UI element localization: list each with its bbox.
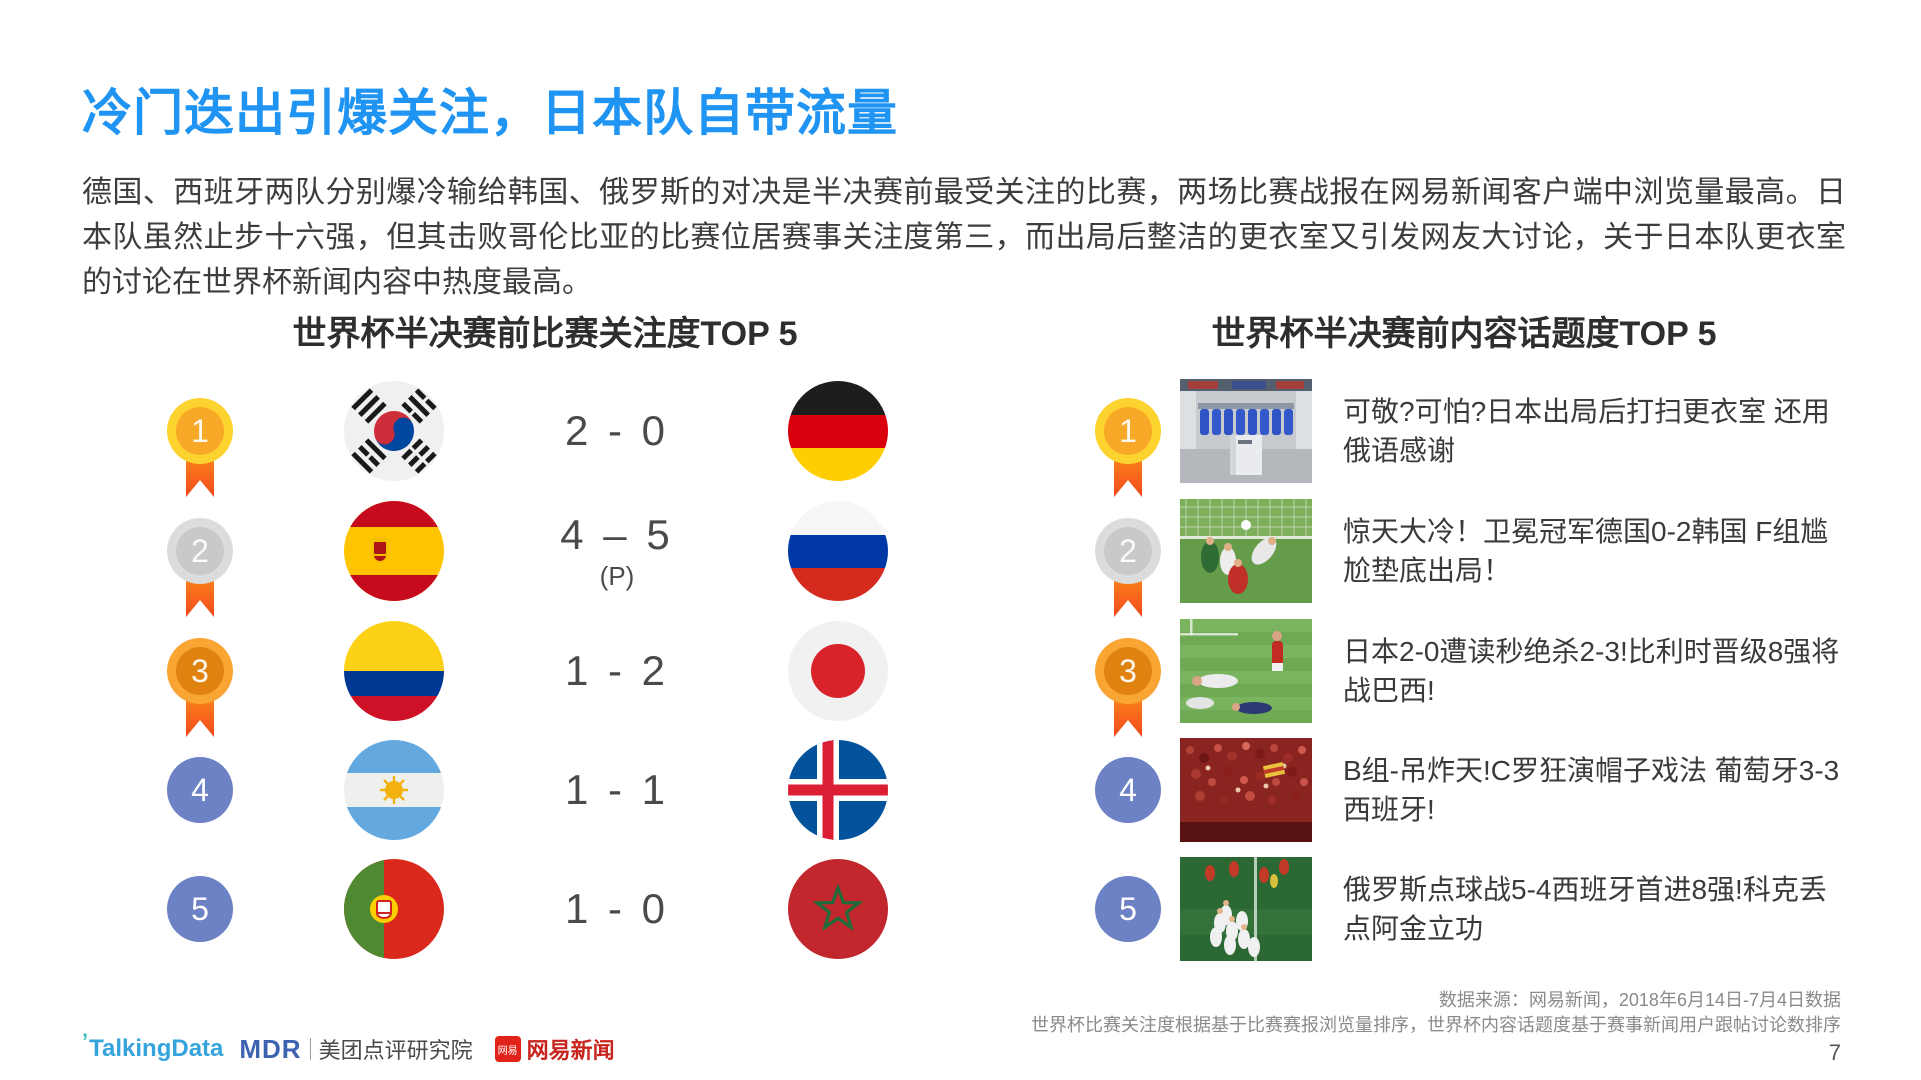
svg-text:2: 2 <box>1119 533 1137 569</box>
talkingdata-wordmark: TalkingData <box>89 1035 224 1062</box>
silver-medal-icon: 2 <box>1095 518 1161 617</box>
spain-flag-icon <box>344 501 444 601</box>
south-korea-flag-icon <box>344 381 444 481</box>
news-row: 4 B <box>1085 730 1843 850</box>
page-title: 冷门迭出引爆关注，日本队自带流量 <box>82 85 898 141</box>
svg-text:3: 3 <box>191 653 209 689</box>
match-row: 2 4 – 5 (P) <box>130 491 960 617</box>
news-headline: 可敬?可怕?日本出局后打扫更衣室 还用俄语感谢 <box>1343 396 1830 466</box>
match-score: 1 - 1 <box>564 766 670 813</box>
news-photo-celebration <box>1180 857 1312 961</box>
news-row: 5 俄罗斯点球战5-4西班牙首进8强!科克丢 <box>1085 849 1843 969</box>
news-photo-players-down <box>1180 619 1312 723</box>
penalty-note: (P) <box>599 560 635 591</box>
source-note-line1: 数据来源：网易新闻，2018年6月14日-7月4日数据 <box>1438 990 1841 1010</box>
match-row: 1 <box>130 371 960 497</box>
match-row: 3 1 - 2 <box>130 611 960 737</box>
mdr-logo: MDR <box>239 1033 302 1064</box>
news-photo-fans-crowd <box>1180 738 1312 842</box>
gold-medal-icon: 1 <box>1095 398 1161 497</box>
svg-text:2: 2 <box>191 533 209 569</box>
news-row: 1 可敬?可怕?日本出局后打扫更衣室 还用俄语感谢 <box>1085 371 1843 497</box>
page-number: 7 <box>1828 1040 1841 1065</box>
meituan-research-label: 美团点评研究院 <box>318 1038 473 1063</box>
morocco-flag-icon <box>788 859 888 959</box>
news-headline: B组-吊炸天!C罗狂演帽子戏法 葡萄牙3-3西班牙! <box>1343 755 1840 825</box>
talkingdata-tick-icon: ’ <box>82 1029 89 1054</box>
rank-badge: 4 <box>167 757 233 823</box>
match-score: 1 - 0 <box>564 885 670 932</box>
source-notes: 数据来源：网易新闻，2018年6月14日-7月4日数据 世界杯比赛关注度根据基于… <box>1031 988 1841 1038</box>
source-note-line2: 世界杯比赛关注度根据基于比赛赛报浏览量排序，世界杯内容话题度基于赛事新闻用户跟帖… <box>1031 1015 1841 1035</box>
news-row: 3 日本2-0遭读秒绝杀2-3!比利时晋级8强将战巴西! <box>1085 611 1843 737</box>
netease-logo-icon: 网易 <box>494 1036 521 1062</box>
news-headline: 俄罗斯点球战5-4西班牙首进8强!科克丢点阿金立功 <box>1343 874 1827 944</box>
left-panel-title: 世界杯半决赛前比赛关注度TOP 5 <box>292 315 798 353</box>
rank-badge: 5 <box>1095 876 1161 942</box>
body-paragraph: 德国、西班牙两队分别爆冷输给韩国、俄罗斯的对决是半决赛前最受关注的比赛，两场比赛… <box>82 176 1846 299</box>
iceland-flag-icon <box>788 740 888 840</box>
talkingdata-logo: ’ TalkingData <box>82 1029 224 1063</box>
news-photo-locker-room <box>1180 379 1312 483</box>
news-photo-goalmouth <box>1180 499 1312 603</box>
colombia-flag-icon <box>344 621 444 721</box>
news-headline: 日本2-0遭读秒绝杀2-3!比利时晋级8强将战巴西! <box>1343 636 1840 706</box>
svg-text:1: 1 <box>1119 413 1137 449</box>
portugal-flag-icon <box>344 859 444 959</box>
svg-text:3: 3 <box>1119 653 1137 689</box>
germany-flag-icon <box>788 381 888 481</box>
svg-text:1: 1 <box>191 413 209 449</box>
bronze-medal-icon: 3 <box>167 638 233 737</box>
match-row: 4 1 - 1 <box>130 730 960 850</box>
match-score: 2 - 0 <box>564 407 670 454</box>
match-row: 5 1 - 0 <box>130 849 960 969</box>
news-headline: 惊天大冷！卫冕冠军德国0-2韩国 F组尴尬垫底出局！ <box>1343 516 1829 586</box>
silver-medal-icon: 2 <box>167 518 233 617</box>
gold-medal-icon: 1 <box>167 398 233 497</box>
match-score: 4 – 5 <box>560 510 674 558</box>
rank-badge: 4 <box>1095 757 1161 823</box>
japan-flag-icon <box>788 621 888 721</box>
bronze-medal-icon: 3 <box>1095 638 1161 737</box>
footer-logos: ’ TalkingData MDR 美团点评研究院 网易 网易新闻 <box>82 1029 615 1064</box>
logo-divider <box>309 1038 311 1060</box>
netease-news-label: 网易新闻 <box>526 1038 615 1063</box>
russia-flag-icon <box>788 501 888 601</box>
right-panel-title: 世界杯半决赛前内容话题度TOP 5 <box>1211 315 1717 353</box>
argentina-flag-icon <box>344 740 444 840</box>
match-score: 1 - 2 <box>564 647 670 694</box>
news-row: 2 惊天大冷！卫冕冠军德国0-2韩国 F组尴尬垫底出 <box>1085 491 1843 617</box>
rank-badge: 5 <box>167 876 233 942</box>
